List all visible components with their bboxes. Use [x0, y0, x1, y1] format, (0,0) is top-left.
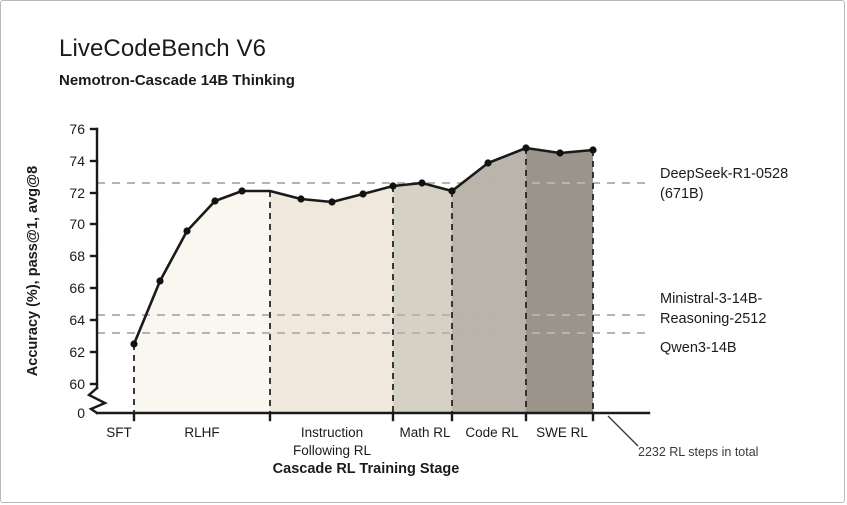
- x-tick-label-code: Code RL: [465, 425, 519, 440]
- steps-annotation: 2232 RL steps in total: [607, 415, 758, 459]
- data-point: [556, 149, 564, 157]
- page-title: LiveCodeBench V6: [59, 35, 267, 62]
- reference-labels: DeepSeek-R1-0528 (671B) Ministral-3-14B-…: [660, 166, 788, 356]
- x-tick-label-rlhf: RLHF: [184, 425, 219, 440]
- y-tick-label: 64: [69, 312, 85, 328]
- x-tick-label-instruction: Instruction: [301, 425, 363, 440]
- y-tick-labels: 76 74 72 70 68 66 64 62 60 0: [69, 121, 85, 421]
- data-point: [156, 277, 164, 285]
- data-point: [418, 179, 426, 187]
- y-axis-title: Accuracy (%), pass@1, avg@8: [25, 166, 41, 376]
- data-point: [297, 195, 305, 203]
- x-tick-label-sft: SFT: [106, 425, 132, 440]
- annotation-label: 2232 RL steps in total: [638, 445, 758, 459]
- data-point: [211, 197, 219, 205]
- data-point: [484, 159, 492, 167]
- y-tick-label: 66: [69, 280, 85, 296]
- data-line: [132, 146, 595, 346]
- refline-label-ministral: Ministral-3-14B-: [660, 291, 762, 307]
- data-point: [130, 340, 138, 348]
- y-tick-label: 62: [69, 344, 85, 360]
- data-point: [328, 198, 336, 206]
- axis-lines: [86, 127, 651, 422]
- x-tick-label-instruction-line2: Following RL: [293, 443, 372, 458]
- reference-lines: [97, 182, 649, 334]
- x-tick-label-math: Math RL: [399, 425, 451, 440]
- band-swe-rl: [526, 148, 593, 413]
- y-tick-label: 72: [69, 185, 85, 201]
- data-point: [448, 187, 456, 195]
- x-axis-title: Cascade RL Training Stage: [273, 461, 460, 477]
- data-point: [238, 187, 246, 195]
- stage-boundaries: [133, 148, 594, 413]
- refline-label-deepseek-line2: (671B): [660, 186, 704, 202]
- y-tick-label: 70: [69, 216, 85, 232]
- x-tick-label-swe: SWE RL: [536, 425, 588, 440]
- x-tick-labels: SFT RLHF Instruction Following RL Math R…: [106, 425, 588, 458]
- data-point: [389, 182, 397, 190]
- y-tick-label: 60: [69, 376, 85, 392]
- y-tick-label: 74: [69, 153, 85, 169]
- band-instruction-following-rl: [270, 186, 393, 413]
- band-math-rl: [393, 183, 452, 413]
- annotation-leader-line: [607, 415, 639, 447]
- y-axis-break: [86, 386, 108, 415]
- data-markers: [130, 144, 597, 348]
- refline-label-deepseek: DeepSeek-R1-0528: [660, 166, 788, 182]
- data-point: [359, 190, 367, 198]
- data-point: [522, 144, 530, 152]
- stage-bands: [134, 148, 593, 413]
- y-tick-label: 76: [69, 121, 85, 137]
- band-sft-rlhf: [134, 191, 270, 413]
- refline-label-ministral-line2: Reasoning-2512: [660, 311, 766, 327]
- y-tick-label-zero: 0: [77, 405, 85, 421]
- data-point: [589, 146, 597, 154]
- refline-label-qwen3: Qwen3-14B: [660, 340, 737, 356]
- y-tick-label: 68: [69, 248, 85, 264]
- data-point: [183, 227, 191, 235]
- band-code-rl: [452, 148, 526, 413]
- page-subtitle: Nemotron-Cascade 14B Thinking: [59, 72, 295, 89]
